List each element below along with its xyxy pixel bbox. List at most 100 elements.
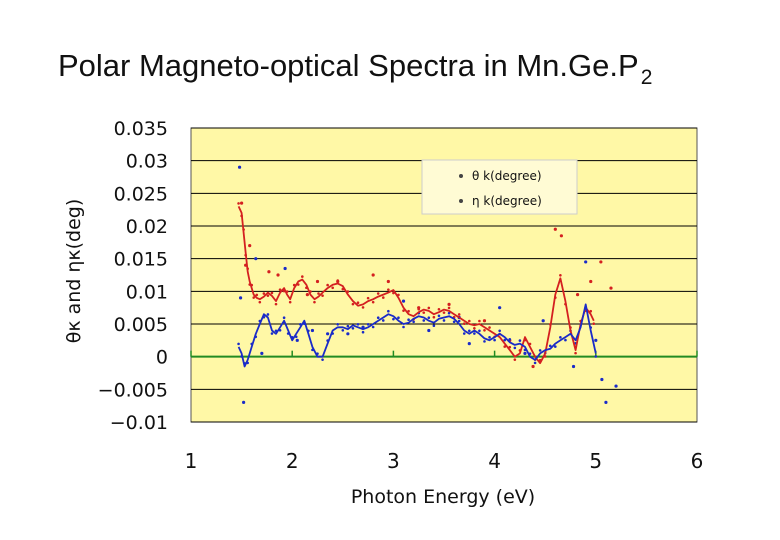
data-point	[508, 345, 512, 349]
data-point	[282, 316, 286, 320]
data-point	[301, 275, 304, 278]
data-point	[283, 266, 287, 271]
data-point	[401, 299, 406, 303]
legend-label: η k(degree)	[472, 194, 542, 208]
data-point	[240, 201, 244, 205]
zero-axis	[190, 350, 698, 358]
data-point	[467, 342, 471, 346]
data-point	[317, 292, 320, 295]
data-point	[468, 329, 471, 333]
data-point	[531, 364, 535, 369]
chart-title-text: Polar Magneto-optical Spectra in Mn.Ge.P	[58, 48, 639, 83]
legend-box	[421, 159, 578, 215]
data-point	[483, 340, 486, 343]
data-point	[366, 296, 370, 300]
data-point	[326, 332, 330, 336]
data-point	[452, 320, 456, 324]
data-point	[432, 315, 436, 319]
data-point	[237, 165, 242, 169]
y-tick-label: 0.005	[114, 314, 168, 336]
data-point	[381, 319, 385, 322]
data-point	[503, 345, 507, 348]
data-point	[276, 273, 280, 277]
data-point	[478, 319, 481, 323]
data-point	[422, 319, 426, 322]
data-point	[412, 320, 415, 324]
data-point	[274, 302, 278, 306]
data-point	[288, 300, 292, 304]
data-point	[376, 316, 380, 320]
y-tick-label: 0.01	[126, 281, 168, 303]
data-point	[237, 202, 240, 205]
chart-title: Polar Magneto-optical Spectra in Mn.Ge.P…	[58, 48, 652, 89]
data-point	[564, 338, 567, 342]
x-tick-label: 2	[286, 449, 299, 473]
legend-marker	[459, 199, 463, 203]
y-tick-labels: 0.035 0.03 0.025 0.02 0.015 0.01 0.005 0 −0.005 −…	[98, 118, 168, 434]
data-point	[559, 234, 563, 238]
data-point	[260, 351, 264, 355]
data-point	[366, 322, 370, 326]
data-point	[255, 293, 259, 297]
data-point	[254, 257, 258, 261]
data-point	[614, 384, 618, 388]
data-point	[508, 337, 512, 341]
data-point	[331, 286, 334, 290]
data-point	[462, 322, 466, 326]
data-point	[356, 322, 360, 326]
data-point	[488, 326, 491, 329]
data-point	[548, 344, 552, 348]
data-point	[599, 260, 603, 264]
data-point	[361, 306, 365, 309]
data-point	[594, 338, 598, 342]
data-point	[295, 338, 299, 342]
data-point	[313, 300, 316, 304]
data-point	[432, 324, 436, 327]
scatter-points	[237, 165, 618, 404]
data-point	[266, 294, 270, 297]
data-point	[237, 342, 240, 346]
data-point	[387, 309, 390, 313]
data-point	[341, 328, 345, 332]
data-point	[559, 273, 562, 277]
grid-lines	[191, 127, 697, 423]
data-point	[600, 377, 604, 382]
x-tick-labels: 1 2 3 4 5 6	[185, 449, 704, 473]
data-point	[482, 319, 487, 323]
data-point	[242, 400, 246, 404]
data-point	[248, 244, 252, 248]
x-tick-label: 6	[691, 449, 704, 473]
y-tick-label: 0	[156, 347, 168, 369]
data-point	[442, 319, 446, 322]
x-tick-label: 5	[589, 449, 602, 473]
eta-series-line	[237, 303, 597, 368]
y-tick-label: 0.025	[114, 183, 168, 205]
data-point	[554, 345, 557, 348]
data-point	[483, 328, 486, 332]
data-point	[523, 351, 527, 355]
data-point	[402, 309, 405, 312]
data-point	[589, 309, 593, 313]
data-point	[270, 291, 274, 295]
data-point	[371, 325, 375, 329]
data-point	[553, 227, 557, 231]
data-point	[351, 327, 355, 330]
data-point	[609, 286, 613, 290]
data-point	[594, 355, 598, 358]
data-point	[346, 324, 350, 328]
data-point	[427, 328, 431, 333]
data-point	[310, 328, 315, 333]
data-point	[473, 327, 476, 330]
data-point	[575, 293, 580, 297]
data-point	[361, 330, 365, 334]
x-tick-label: 4	[488, 449, 501, 473]
data-point	[589, 279, 593, 284]
x-tick-label: 3	[387, 449, 400, 473]
data-point	[326, 283, 329, 287]
x-axis-label: Photon Energy (eV)	[350, 486, 536, 508]
y-tick-label: −0.005	[98, 379, 168, 401]
data-point	[371, 273, 375, 277]
data-point	[447, 306, 451, 310]
data-point	[315, 279, 320, 284]
